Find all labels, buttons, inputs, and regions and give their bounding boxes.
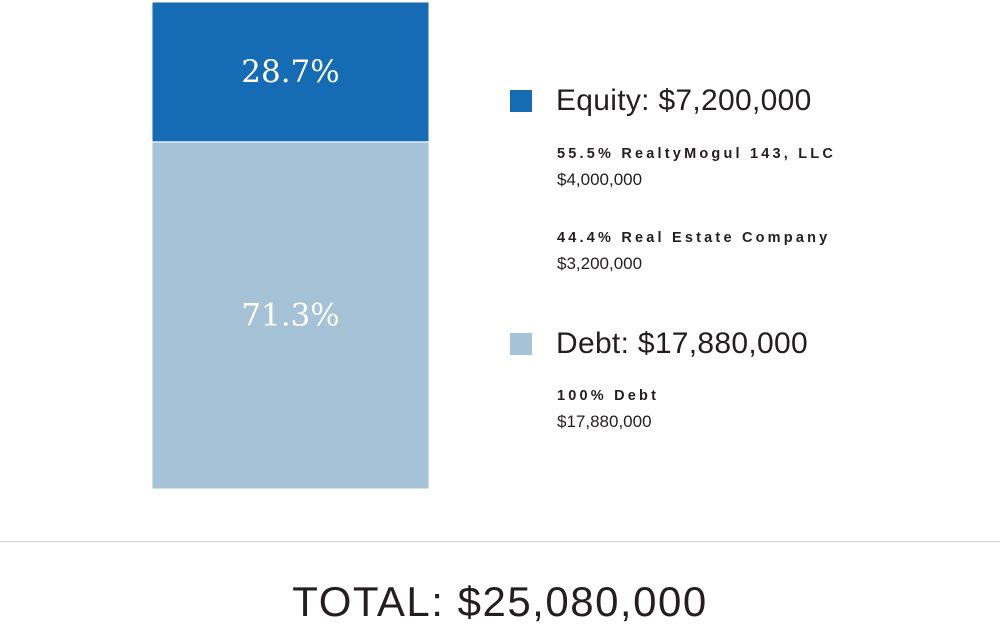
equity-item-1: 55.5% RealtyMogul 143, LLC $4,000,000 <box>557 146 836 190</box>
bar-label-equity: 28.7% <box>241 54 339 90</box>
debt-item-1-label: 100% Debt <box>557 388 660 404</box>
equity-title: Equity: $7,200,000 <box>556 84 812 117</box>
equity-item-2-label: 44.4% Real Estate Company <box>557 230 831 246</box>
total-label: TOTAL: $25,080,000 <box>292 578 708 625</box>
debt-item-1: 100% Debt $17,880,000 <box>557 388 659 432</box>
equity-swatch <box>510 90 532 112</box>
debt-title: Debt: $17,880,000 <box>556 327 808 360</box>
bar-segment-debt <box>151 141 430 490</box>
bar-segment-equity <box>151 1 430 143</box>
equity-item-2-amount: $3,200,000 <box>557 254 643 273</box>
capital-stack-chart: 71.3% 28.7% <box>151 1 430 490</box>
legend-debt: Debt: $17,880,000 <box>510 327 808 361</box>
divider <box>0 541 1000 542</box>
equity-item-1-label: 55.5% RealtyMogul 143, LLC <box>557 146 837 162</box>
bar-label-debt: 71.3% <box>241 297 339 333</box>
legend-equity: Equity: $7,200,000 <box>510 84 812 118</box>
debt-swatch <box>510 333 532 355</box>
debt-item-1-amount: $17,880,000 <box>557 412 652 431</box>
equity-item-2: 44.4% Real Estate Company $3,200,000 <box>557 230 830 274</box>
equity-item-1-amount: $4,000,000 <box>557 170 643 189</box>
